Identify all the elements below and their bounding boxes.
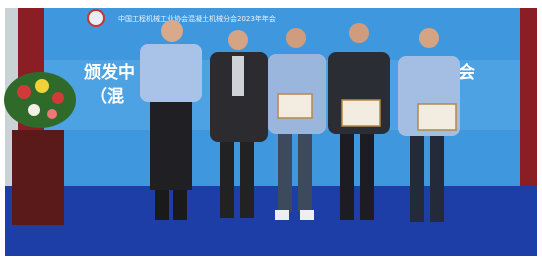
- banner-headline-left: 颁发中: [84, 62, 135, 83]
- logo: [88, 10, 104, 26]
- banner-top-line: 中国工程机械工业协会混凝土机械分会2023年年会: [118, 14, 276, 23]
- flower: [47, 109, 57, 119]
- photo: 中国工程机械工业协会混凝土机械分会2023年年会 颁发中 会 （混: [0, 0, 542, 260]
- flower-stand: [12, 130, 64, 225]
- right-pillar: [520, 8, 537, 188]
- flower: [28, 104, 40, 116]
- flower: [35, 79, 49, 93]
- carpet: [5, 186, 537, 256]
- page: 中国工程机械工业协会混凝土机械分会2023年年会 颁发中 会 （混: [0, 0, 542, 260]
- banner-headline-right: 会: [458, 62, 475, 83]
- flower: [17, 85, 31, 99]
- banner-subline: （混: [90, 86, 124, 107]
- flower: [52, 92, 64, 104]
